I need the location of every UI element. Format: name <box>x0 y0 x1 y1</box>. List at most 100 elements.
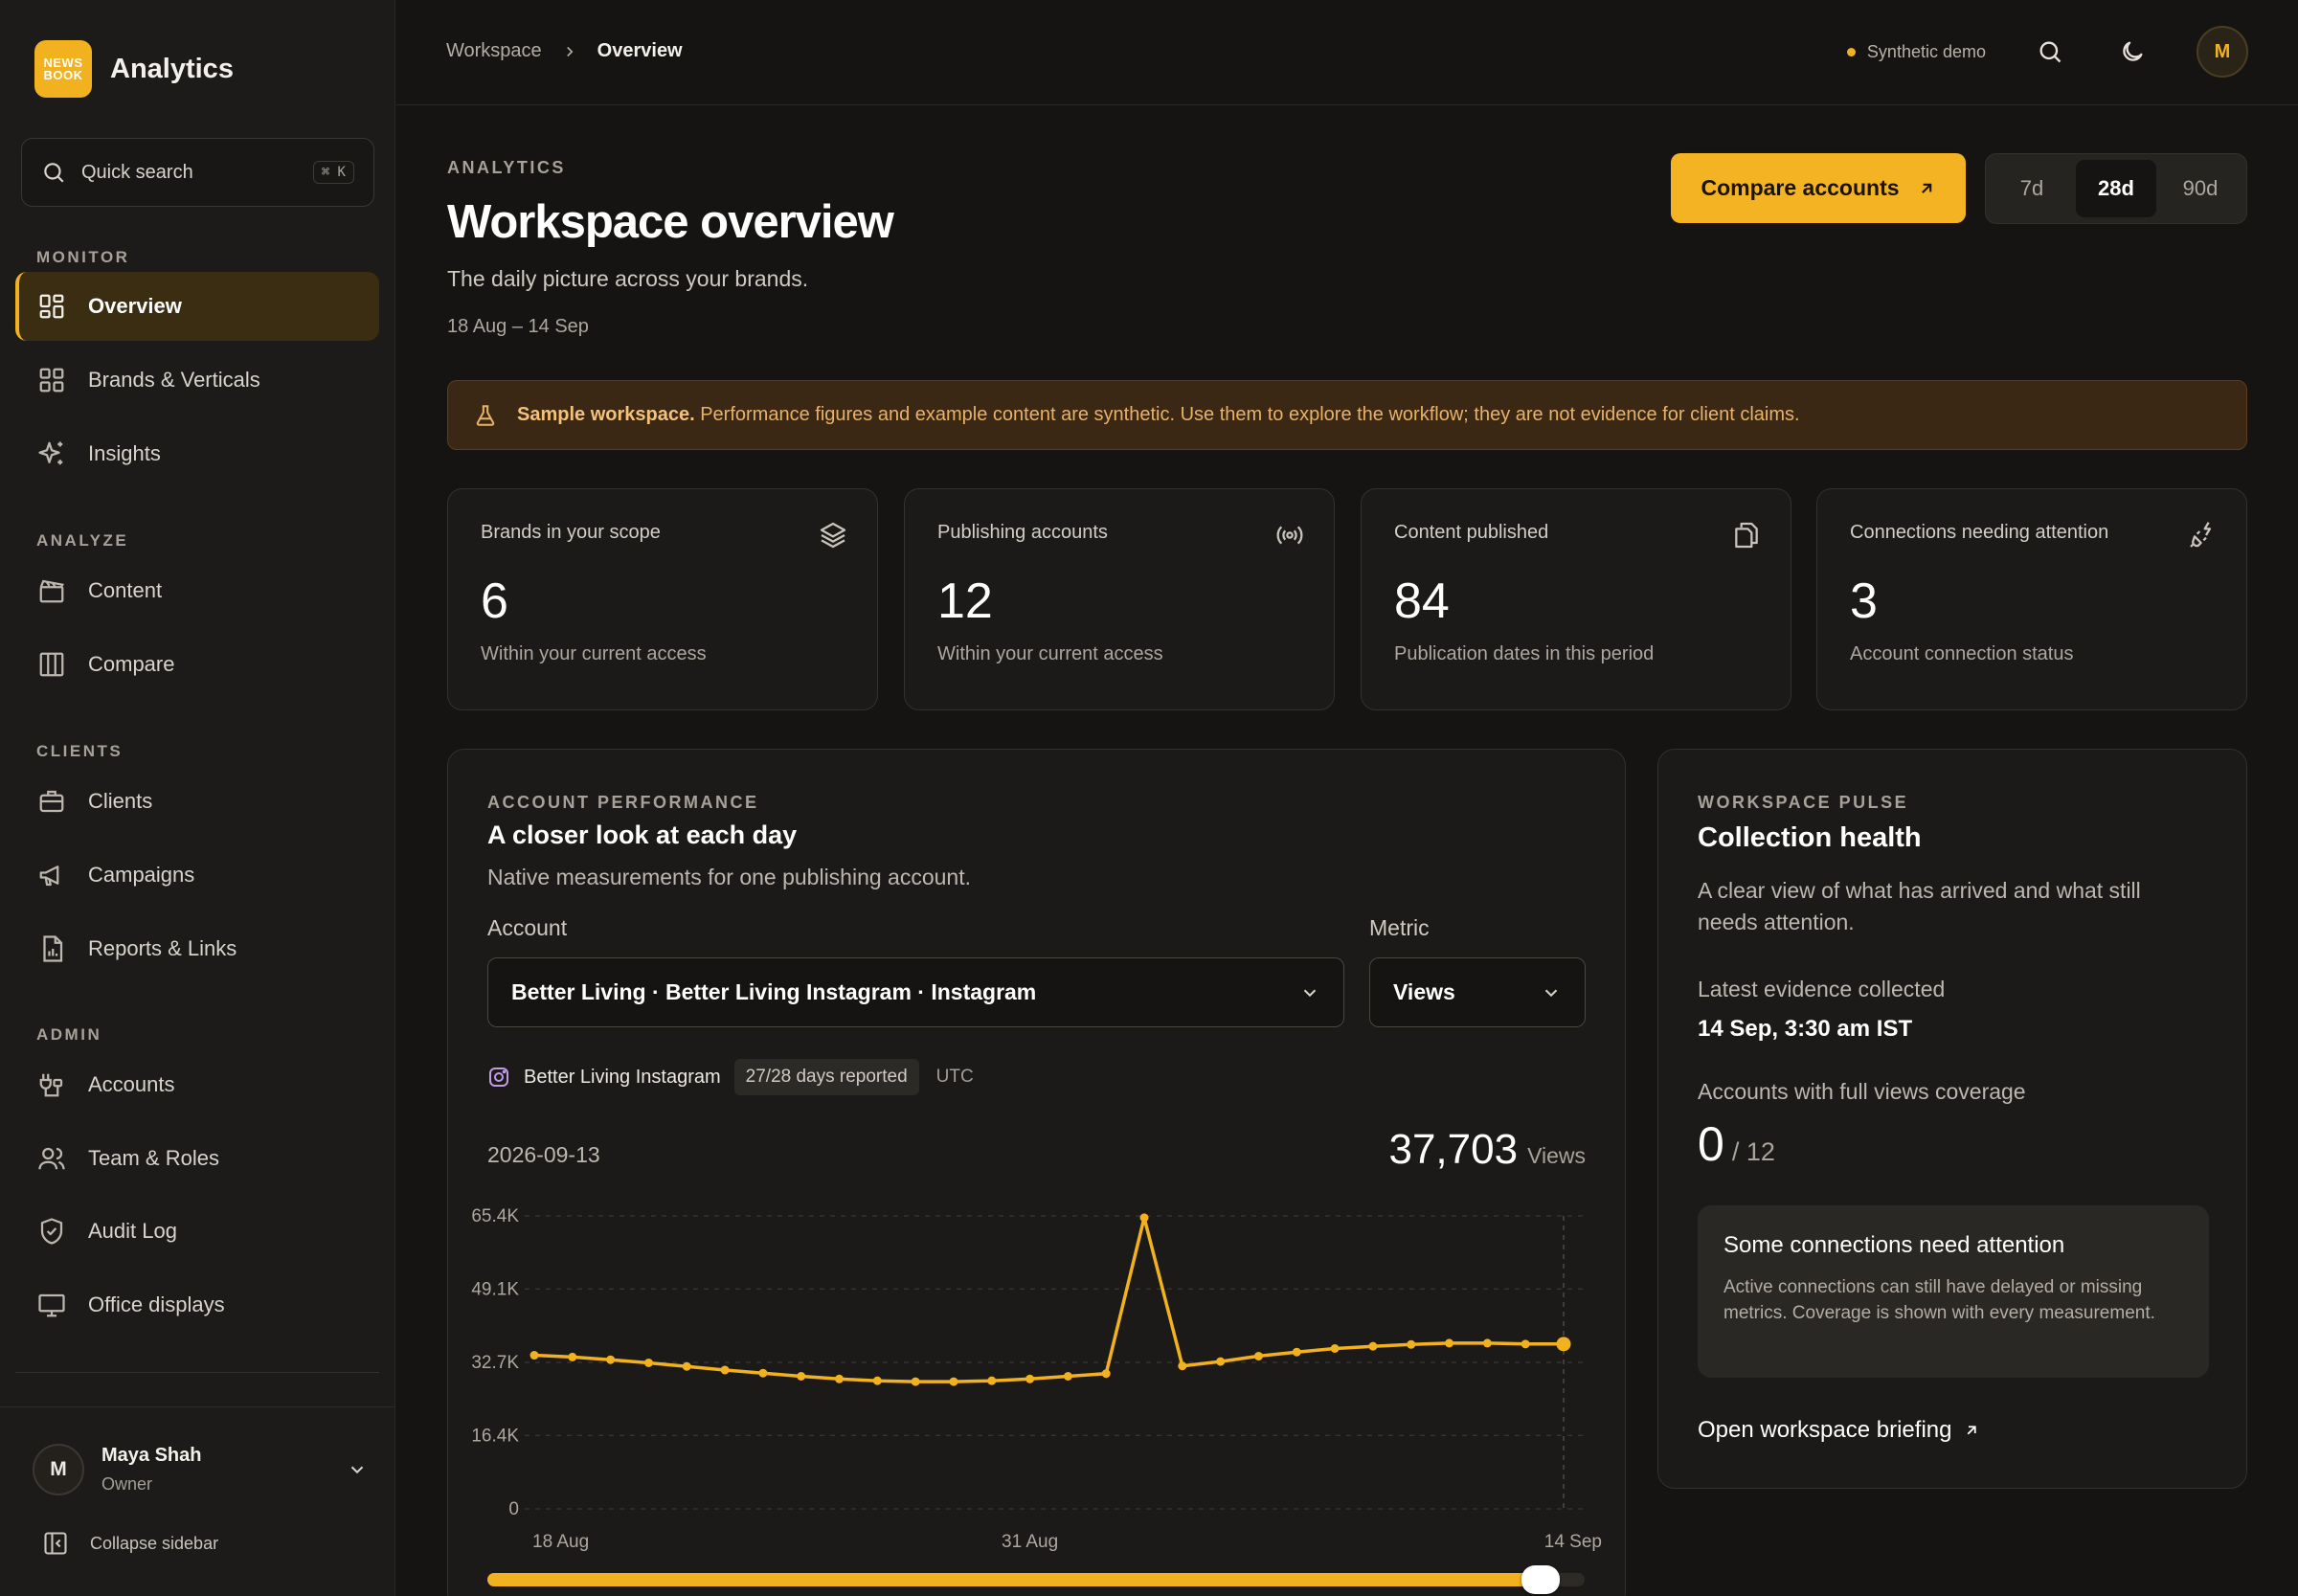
sidebar-item-label: Insights <box>88 441 161 465</box>
search-icon <box>2039 41 2061 63</box>
sidebar-item-brands[interactable]: Brands & Verticals <box>15 346 379 415</box>
panel-subtitle: A clear view of what has arrived and wha… <box>1698 878 2141 934</box>
sidebar-item-clients[interactable]: Clients <box>15 767 379 836</box>
arrow-up-right-icon <box>1968 1426 1977 1435</box>
divider <box>0 1406 395 1407</box>
selected-data-point <box>1556 1337 1571 1352</box>
compare-accounts-label: Compare accounts <box>1701 175 1900 200</box>
sidebar-item-insights[interactable]: Insights <box>15 419 379 488</box>
collapse-sidebar-button[interactable]: Collapse sidebar <box>42 1530 218 1557</box>
data-point <box>529 1351 539 1360</box>
sidebar-item-content[interactable]: Content <box>15 556 379 625</box>
coverage-count: 0 <box>1698 1117 1724 1171</box>
data-point <box>1063 1372 1072 1382</box>
sidebar-item-team[interactable]: Team & Roles <box>15 1124 379 1193</box>
data-point <box>720 1365 730 1375</box>
sidebar-item-audit-log[interactable]: Audit Log <box>15 1197 379 1266</box>
data-point <box>643 1358 653 1367</box>
stat-label: Connections needing attention <box>1850 522 2109 543</box>
y-tick-label: 16.4K <box>471 1426 519 1446</box>
data-point <box>911 1377 920 1386</box>
range-selector: 7d 28d 90d <box>1985 153 2247 224</box>
data-point <box>835 1374 845 1383</box>
sidebar-item-label: Content <box>88 578 163 602</box>
breadcrumb-workspace[interactable]: Workspace <box>446 40 542 61</box>
user-role: Owner <box>101 1474 153 1494</box>
range-90d[interactable]: 90d <box>2182 176 2219 200</box>
sidebar-item-overview[interactable]: Overview <box>15 272 379 341</box>
chevron-right-icon <box>566 46 574 56</box>
account-select-value: Better Living · Better Living Instagram … <box>511 979 1037 1004</box>
x-tick-label: 18 Aug <box>532 1532 589 1552</box>
data-point <box>1330 1343 1340 1353</box>
slider-handle[interactable] <box>1521 1565 1561 1594</box>
data-point <box>1407 1339 1416 1349</box>
date-range-slider[interactable] <box>487 1565 1585 1594</box>
data-point <box>1482 1338 1492 1348</box>
data-point <box>758 1368 768 1378</box>
arrow-up-right-icon <box>1921 183 1931 193</box>
data-point <box>1101 1369 1111 1379</box>
users-icon <box>36 1143 67 1174</box>
section-monitor: MONITOR <box>36 248 130 266</box>
metric-select[interactable]: Views <box>1369 957 1586 1027</box>
page-title: Workspace overview <box>447 196 894 248</box>
selected-value-number: 37,703 <box>1388 1126 1519 1173</box>
stat-card-content-published: Content published 84 Publication dates i… <box>1361 488 1791 710</box>
sidebar-item-campaigns[interactable]: Campaigns <box>15 841 379 910</box>
sidebar-item-label: Office displays <box>88 1293 225 1316</box>
chevron-down-icon <box>1544 989 1558 997</box>
data-point <box>949 1377 958 1386</box>
page-eyebrow: ANALYTICS <box>447 158 566 177</box>
top-bar: Workspace Overview Synthetic demo M <box>396 0 2298 105</box>
timezone-label: UTC <box>935 1067 974 1087</box>
selected-value-unit: Views <box>1527 1143 1586 1168</box>
stat-card-connections-attention: Connections needing attention 3 Account … <box>1816 488 2247 710</box>
search-button[interactable] <box>2032 34 2068 70</box>
compare-accounts-button[interactable]: Compare accounts <box>1671 153 1966 223</box>
plug-icon <box>36 1069 67 1100</box>
stat-note: Within your current access <box>481 643 707 664</box>
user-menu[interactable]: M Maya Shah Owner <box>33 1441 368 1498</box>
y-tick-label: 0 <box>508 1499 519 1519</box>
y-tick-label: 65.4K <box>471 1206 519 1226</box>
sidebar-item-compare[interactable]: Compare <box>15 630 379 699</box>
account-avatar[interactable]: M <box>2197 26 2248 78</box>
theme-toggle-button[interactable] <box>2114 34 2151 70</box>
range-7d[interactable]: 7d <box>2019 176 2044 200</box>
open-briefing-link[interactable]: Open workspace briefing <box>1698 1417 1980 1444</box>
selected-date: 2026-09-13 <box>487 1142 600 1167</box>
attention-callout: Some connections need attention Active c… <box>1698 1205 2209 1378</box>
file-chart-icon <box>36 933 67 964</box>
sidebar-item-label: Clients <box>88 789 153 813</box>
quick-search[interactable]: Quick search ⌘ K <box>21 138 374 207</box>
stat-value: 84 <box>1394 573 1450 629</box>
broadcast-icon <box>1276 526 1303 545</box>
notice-bold: Sample workspace. <box>517 404 695 425</box>
data-point <box>1368 1341 1378 1351</box>
briefcase-icon <box>36 786 67 817</box>
monitor-icon <box>36 1290 67 1320</box>
account-select[interactable]: Better Living · Better Living Instagram … <box>487 957 1344 1027</box>
chevron-down-icon <box>350 1466 364 1474</box>
sidebar-item-office-displays[interactable]: Office displays <box>15 1270 379 1339</box>
sidebar-item-accounts[interactable]: Accounts <box>15 1050 379 1119</box>
data-point <box>606 1355 616 1364</box>
views-line-chart[interactable]: 0 16.4K 32.7K 49.1K 65.4K 18 Aug 31 Aug 14 Sep <box>448 750 1627 1596</box>
columns-icon <box>36 649 67 680</box>
demo-indicator: Synthetic demo <box>1846 42 1986 62</box>
divider <box>15 1372 379 1373</box>
notice-text: Sample workspace. Performance figures an… <box>517 404 1800 426</box>
coverage-label: Accounts with full views coverage <box>1698 1079 2026 1104</box>
stat-note: Within your current access <box>937 643 1163 664</box>
range-28d[interactable]: 28d <box>2076 160 2156 217</box>
newsbook-logo: NEWS BOOK <box>34 40 92 98</box>
plug-zap-icon <box>2190 522 2212 548</box>
x-tick-label: 31 Aug <box>1002 1532 1058 1552</box>
stat-value: 6 <box>481 573 508 629</box>
brand[interactable]: NEWS BOOK Analytics <box>34 40 234 98</box>
sidebar-item-reports[interactable]: Reports & Links <box>15 914 379 983</box>
data-point <box>797 1372 806 1382</box>
shortcut-hint: ⌘ K <box>312 161 354 184</box>
latest-evidence-label: Latest evidence collected <box>1698 977 1946 1001</box>
